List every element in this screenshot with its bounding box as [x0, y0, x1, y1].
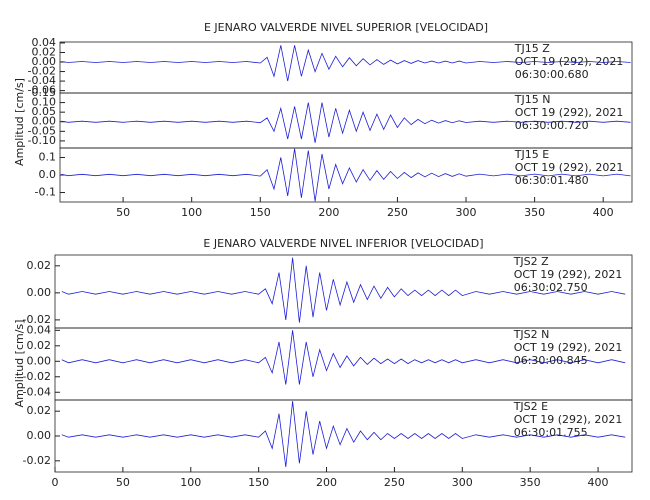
y-tick-label: 0.02 [27, 259, 52, 272]
x-tick-label: 200 [318, 206, 339, 219]
y-tick-label: -0.02 [23, 313, 51, 326]
time-label: 06:30:01.480 [515, 174, 589, 187]
y-tick-label: 0.0 [39, 168, 57, 181]
x-tick-label: 300 [452, 476, 473, 489]
time-label: 06:30:02.750 [514, 281, 588, 294]
y-tick-label: 0.02 [27, 404, 52, 417]
x-tick-label: 150 [250, 206, 271, 219]
x-tick-label: 150 [248, 476, 269, 489]
y-tick-label: 0.00 [27, 286, 52, 299]
date-label: OCT 19 (292), 2021 [514, 268, 623, 281]
y-tick-label: -0.04 [28, 74, 56, 87]
x-tick-label: 250 [387, 206, 408, 219]
y-tick-label: -0.05 [28, 124, 56, 137]
x-tick-label: 400 [588, 476, 609, 489]
x-tick-label: 350 [524, 206, 545, 219]
y-tick-label: 0.10 [32, 96, 57, 109]
y-tick-label: 0.00 [27, 354, 52, 367]
y-tick-label: -0.06 [28, 84, 56, 97]
y-tick-label: -0.02 [28, 65, 56, 78]
y-tick-label: 0.02 [32, 45, 57, 58]
x-tick-label: 50 [116, 476, 130, 489]
station-label: TJ15 N [514, 93, 551, 106]
x-tick-label: 100 [180, 476, 201, 489]
time-label: 06:30:00.720 [515, 119, 589, 132]
waveform [61, 257, 626, 323]
x-tick-label: 250 [384, 476, 405, 489]
date-label: OCT 19 (292), 2021 [515, 106, 624, 119]
x-tick-label: 100 [181, 206, 202, 219]
station-label: TJ15 E [514, 148, 549, 161]
y-axis-label: Amplitud [cm/s] [13, 320, 26, 408]
y-tick-label: 0.15 [32, 86, 57, 99]
waveform [61, 45, 631, 82]
y-tick-label: 0.04 [27, 323, 52, 336]
x-tick-label: 300 [456, 206, 477, 219]
time-label: 06:30:01.755 [514, 426, 588, 439]
date-label: OCT 19 (292), 2021 [515, 161, 624, 174]
x-tick-label: 50 [116, 206, 130, 219]
date-label: OCT 19 (292), 2021 [514, 413, 623, 426]
x-tick-label: 400 [593, 206, 614, 219]
y-tick-label: -0.04 [23, 385, 51, 398]
y-tick-label: 0.00 [32, 55, 57, 68]
y-tick-label: 0.1 [39, 150, 57, 163]
y-tick-label: -0.02 [23, 370, 51, 383]
y-tick-label: -0.10 [28, 134, 56, 147]
waveform [61, 330, 626, 385]
x-tick-label: 200 [316, 476, 337, 489]
y-tick-label: 0.04 [32, 36, 57, 49]
time-label: 06:30:00.680 [515, 68, 589, 81]
y-axis-label: Amplitud [cm/s] [13, 78, 26, 166]
date-label: OCT 19 (292), 2021 [514, 341, 623, 354]
chart-title: E JENARO VALVERDE NIVEL INFERIOR [VELOCI… [203, 237, 483, 250]
station-label: TJS2 N [513, 328, 550, 341]
y-tick-label: -0.02 [23, 454, 51, 467]
y-tick-label: -0.1 [35, 186, 56, 199]
y-tick-label: 0.05 [32, 105, 57, 118]
time-label: 06:30:00.845 [514, 354, 588, 367]
y-tick-label: 0.00 [32, 115, 57, 128]
waveform [61, 401, 626, 468]
x-tick-label: 350 [520, 476, 541, 489]
chart-title: E JENARO VALVERDE NIVEL SUPERIOR [VELOCI… [204, 21, 488, 34]
x-tick-label: 0 [52, 476, 59, 489]
waveform [61, 148, 631, 202]
y-tick-label: 0.02 [27, 339, 52, 352]
station-label: TJS2 Z [513, 255, 549, 268]
waveform [61, 102, 631, 143]
station-label: TJS2 E [513, 400, 548, 413]
y-tick-label: 0.00 [27, 429, 52, 442]
panel-frame [54, 399, 633, 473]
station-label: TJ15 Z [514, 42, 550, 55]
date-label: OCT 19 (292), 2021 [515, 55, 624, 68]
panel-frame [59, 147, 633, 203]
